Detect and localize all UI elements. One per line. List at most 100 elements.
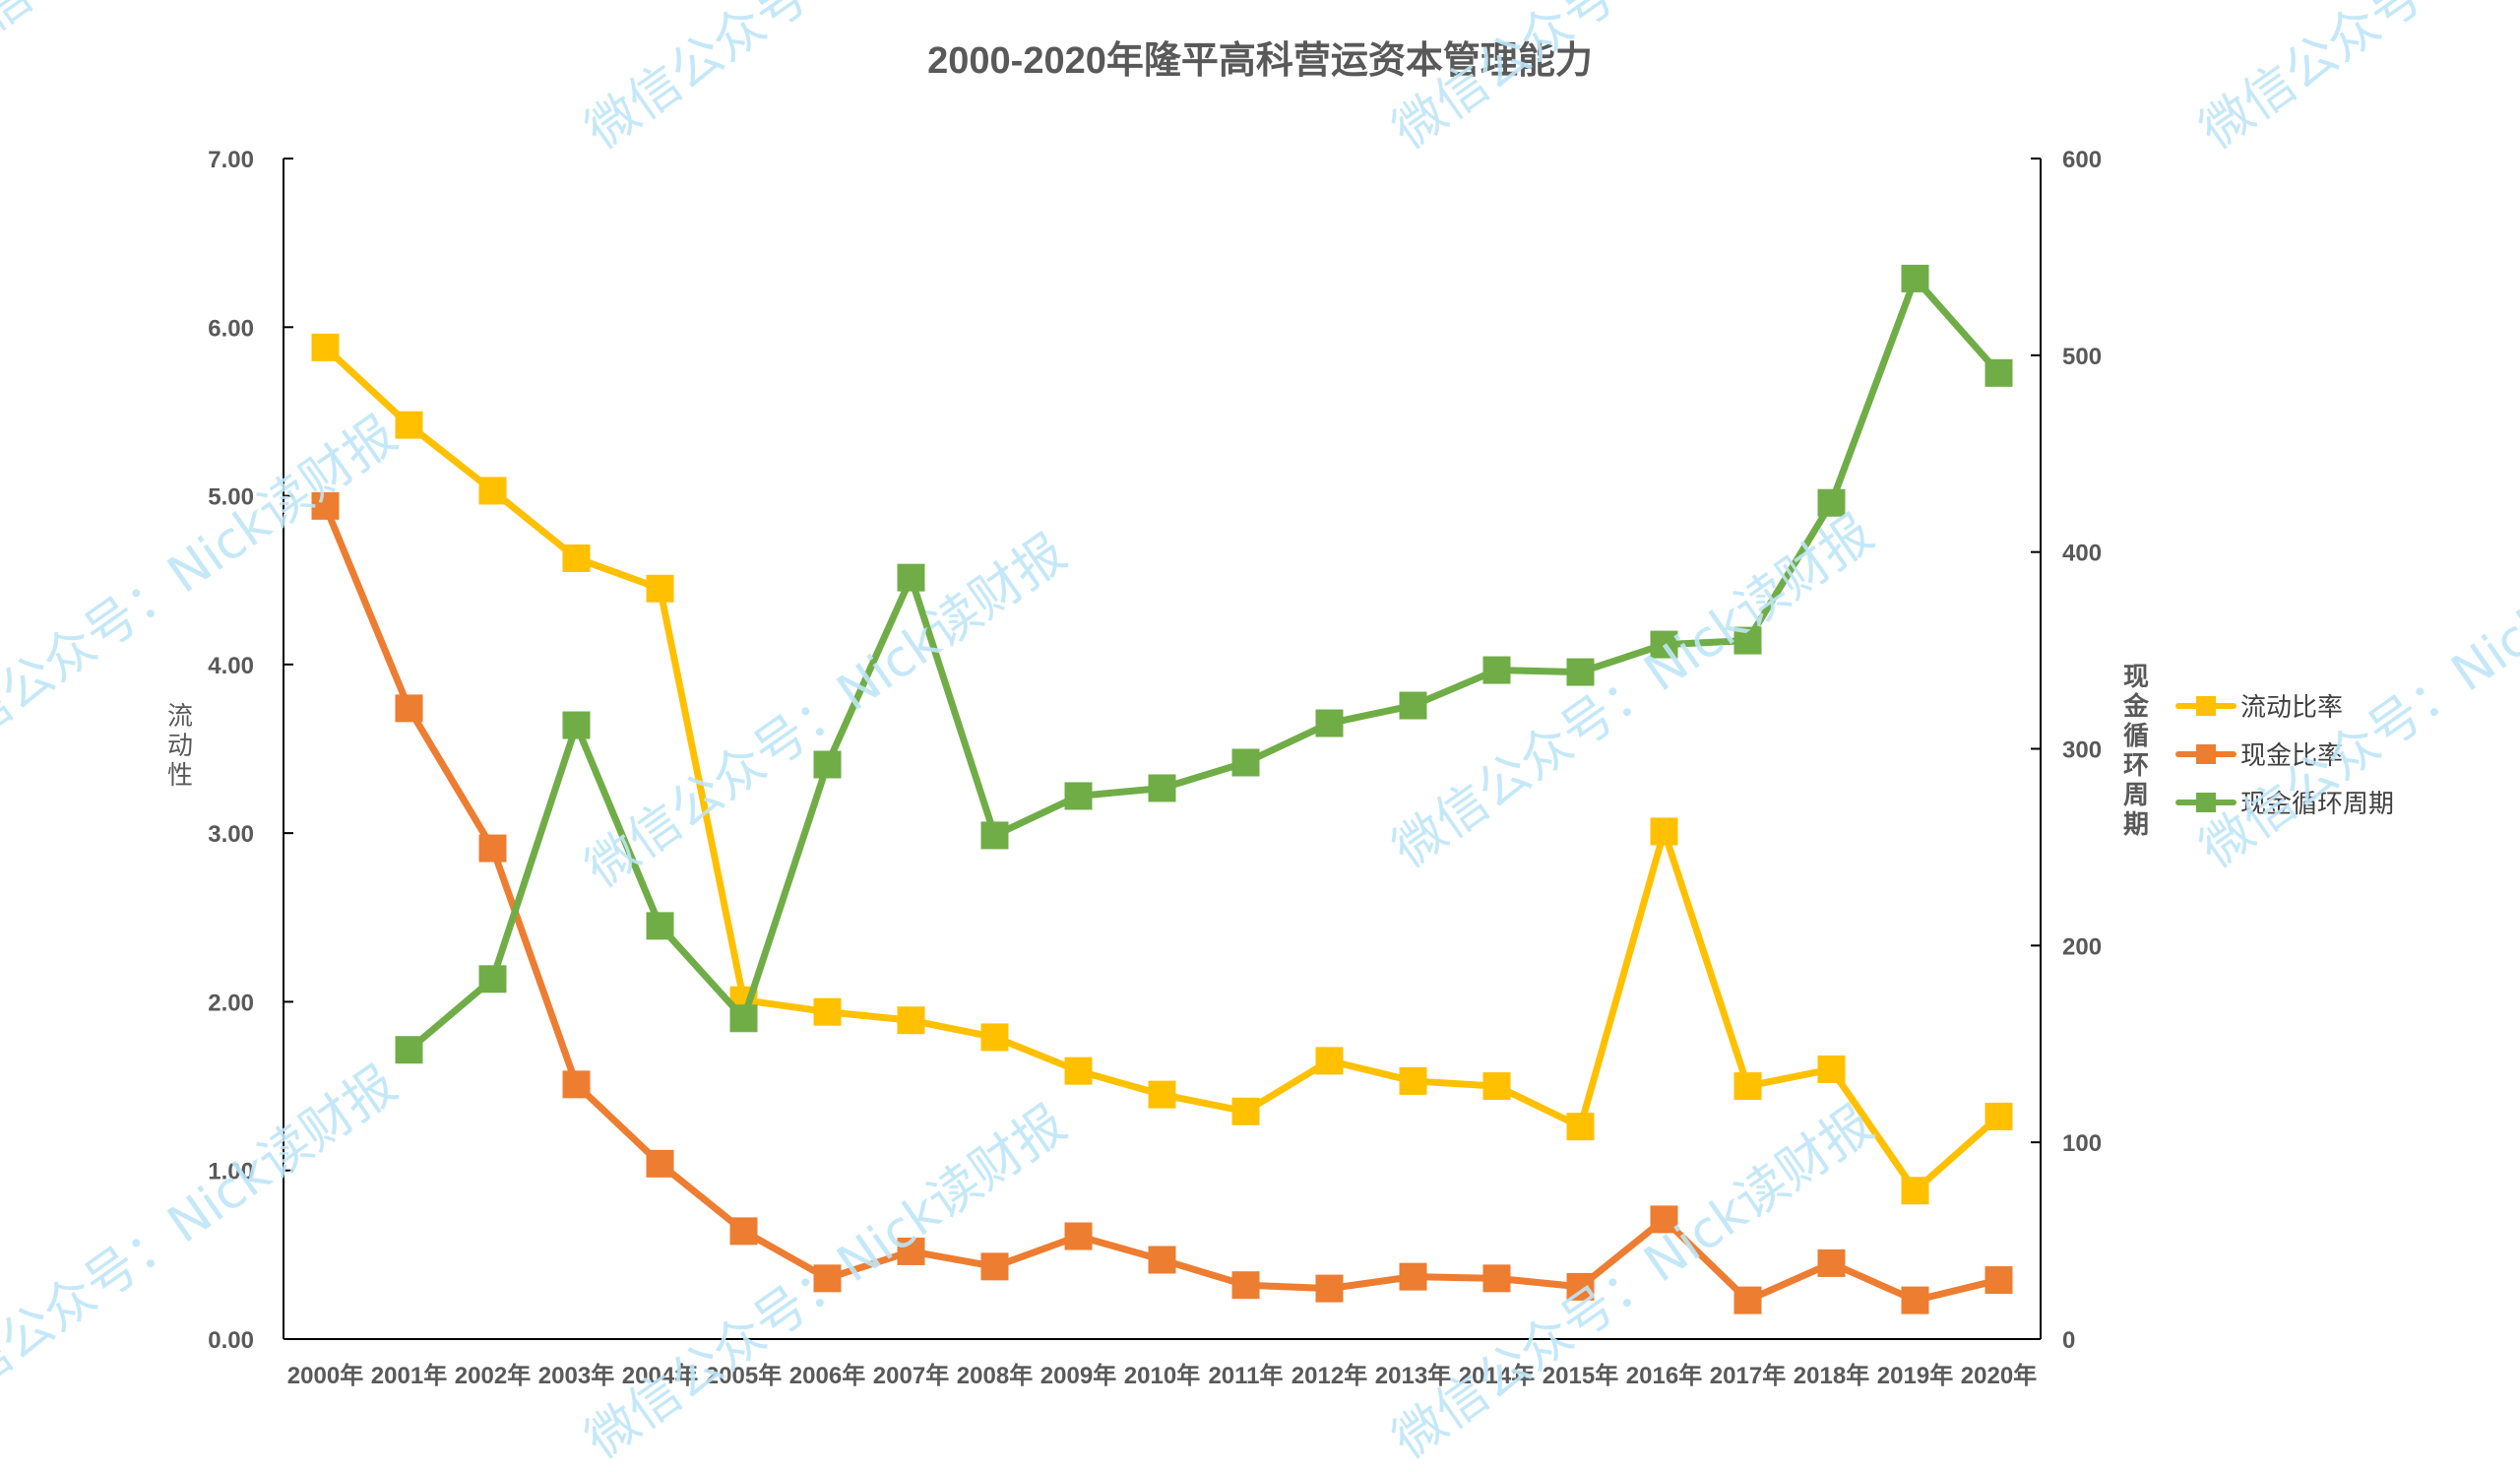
- x-tick-label: 2001年: [371, 1362, 447, 1389]
- data-point-marker[interactable]: [562, 544, 591, 572]
- data-point-marker[interactable]: [1148, 1080, 1176, 1109]
- data-point-marker[interactable]: [1650, 630, 1678, 659]
- data-point-marker[interactable]: [395, 411, 423, 439]
- data-point-marker[interactable]: [980, 1252, 1009, 1281]
- data-point-marker[interactable]: [478, 477, 507, 505]
- data-point-marker[interactable]: [1566, 658, 1595, 686]
- x-tick-label: 2014年: [1459, 1362, 1535, 1389]
- data-point-marker[interactable]: [562, 1070, 591, 1099]
- data-point-marker[interactable]: [1901, 264, 1929, 292]
- legend-item-current-ratio[interactable]: 流动比率: [2175, 681, 2394, 730]
- y-right-tick-label: 200: [2062, 933, 2102, 960]
- y-left-tick-label: 3.00: [208, 821, 254, 848]
- series-line: [322, 504, 2000, 1305]
- data-point-marker[interactable]: [980, 1023, 1009, 1052]
- data-point-marker[interactable]: [1399, 691, 1427, 720]
- legend-item-cash-ratio[interactable]: 现金比率: [2175, 730, 2394, 778]
- data-point-marker[interactable]: [646, 912, 674, 940]
- y-left-tick-label: 1.00: [208, 1159, 254, 1185]
- data-point-marker[interactable]: [1984, 358, 2013, 387]
- data-point-marker[interactable]: [562, 711, 591, 739]
- series-现金循环周期: [395, 264, 2013, 1064]
- data-point-marker[interactable]: [729, 1217, 758, 1246]
- line-marker-icon: [2175, 742, 2236, 766]
- data-point-marker[interactable]: [813, 997, 842, 1026]
- data-point-marker[interactable]: [395, 1036, 423, 1064]
- x-tick-label: 2017年: [1710, 1362, 1786, 1389]
- data-point-marker[interactable]: [478, 965, 507, 993]
- plot-area: 0.001.002.003.004.005.006.007.0001002003…: [208, 147, 2102, 1389]
- x-tick-label: 2009年: [1040, 1362, 1116, 1389]
- legend-item-cash-conversion-cycle[interactable]: 现金循环周期: [2175, 778, 2394, 826]
- chart-title: 2000-2020年隆平高科营运资本管理能力: [927, 40, 1593, 82]
- data-point-marker[interactable]: [1399, 1066, 1427, 1095]
- y-left-tick-label: 2.00: [208, 990, 254, 1016]
- y-left-tick-label: 6.00: [208, 315, 254, 342]
- data-point-marker[interactable]: [646, 1149, 674, 1178]
- y-right-tick-label: 500: [2062, 344, 2102, 370]
- data-point-marker[interactable]: [1984, 1102, 2013, 1130]
- data-point-marker[interactable]: [1315, 1274, 1344, 1303]
- x-tick-label: 2013年: [1375, 1362, 1451, 1389]
- data-point-marker[interactable]: [1733, 1072, 1762, 1101]
- x-tick-label: 2019年: [1877, 1362, 1953, 1389]
- data-point-marker[interactable]: [980, 821, 1009, 850]
- y-right-tick-label: 600: [2062, 147, 2102, 173]
- data-point-marker[interactable]: [1399, 1262, 1427, 1291]
- data-point-marker[interactable]: [1482, 656, 1511, 684]
- data-point-marker[interactable]: [1817, 488, 1846, 517]
- data-point-marker[interactable]: [1901, 1286, 1929, 1314]
- data-point-marker[interactable]: [1901, 1177, 1929, 1205]
- y-right-tick-label: 300: [2062, 737, 2102, 764]
- series-line: [407, 275, 2002, 1053]
- data-point-marker[interactable]: [1733, 1286, 1762, 1314]
- data-point-marker[interactable]: [1566, 1113, 1595, 1141]
- data-point-marker[interactable]: [1817, 1055, 1846, 1083]
- data-point-marker[interactable]: [395, 694, 423, 723]
- y-axis-right-title: 现金循环周期 现金循环周期: [2122, 662, 2149, 839]
- x-tick-label: 2018年: [1794, 1362, 1869, 1389]
- data-point-marker[interactable]: [1231, 1271, 1260, 1300]
- legend-label: 流动比率: [2240, 692, 2344, 722]
- y-right-tick-label: 100: [2062, 1130, 2102, 1157]
- legend-label: 现金比率: [2240, 740, 2344, 770]
- data-point-marker[interactable]: [813, 750, 842, 779]
- data-point-marker[interactable]: [478, 834, 507, 863]
- x-tick-label: 2007年: [873, 1362, 949, 1389]
- data-point-marker[interactable]: [1148, 1246, 1176, 1274]
- data-point-marker[interactable]: [311, 333, 340, 361]
- data-point-marker[interactable]: [1315, 709, 1344, 737]
- y-left-tick-label: 0.00: [208, 1327, 254, 1354]
- data-point-marker[interactable]: [897, 1006, 925, 1035]
- x-tick-label: 2010年: [1124, 1362, 1200, 1389]
- data-point-marker[interactable]: [1817, 1248, 1846, 1277]
- data-point-marker[interactable]: [897, 563, 925, 592]
- data-point-marker[interactable]: [1231, 1097, 1260, 1125]
- data-point-marker[interactable]: [1482, 1264, 1511, 1293]
- data-point-marker[interactable]: [1148, 774, 1176, 802]
- data-point-marker[interactable]: [311, 491, 340, 520]
- line-marker-icon: [2175, 694, 2236, 718]
- data-point-marker[interactable]: [1482, 1072, 1511, 1101]
- data-point-marker[interactable]: [646, 574, 674, 603]
- data-point-marker[interactable]: [1650, 817, 1678, 846]
- data-point-marker[interactable]: [1064, 782, 1093, 810]
- y-left-tick-label: 5.00: [208, 484, 254, 511]
- data-point-marker[interactable]: [1566, 1272, 1595, 1301]
- data-point-marker[interactable]: [1650, 1205, 1678, 1234]
- data-point-marker[interactable]: [897, 1237, 925, 1265]
- data-point-marker[interactable]: [1315, 1047, 1344, 1075]
- data-point-marker[interactable]: [813, 1264, 842, 1293]
- x-tick-label: 2011年: [1208, 1362, 1283, 1389]
- data-point-marker[interactable]: [1064, 1056, 1093, 1085]
- x-tick-label: 2012年: [1292, 1362, 1367, 1389]
- axes: 0.00 1.00 2.00 3.00 4.00 5.00 6.00 7.00 0 100 200 3…: [208, 147, 2102, 1354]
- x-tick-label: 2002年: [455, 1362, 531, 1389]
- data-point-marker[interactable]: [729, 1004, 758, 1033]
- data-point-marker[interactable]: [1064, 1222, 1093, 1250]
- data-point-marker[interactable]: [1231, 748, 1260, 777]
- data-point-marker[interactable]: [1984, 1266, 2013, 1295]
- data-point-marker[interactable]: [1733, 626, 1762, 655]
- legend-label: 现金循环周期: [2240, 789, 2395, 818]
